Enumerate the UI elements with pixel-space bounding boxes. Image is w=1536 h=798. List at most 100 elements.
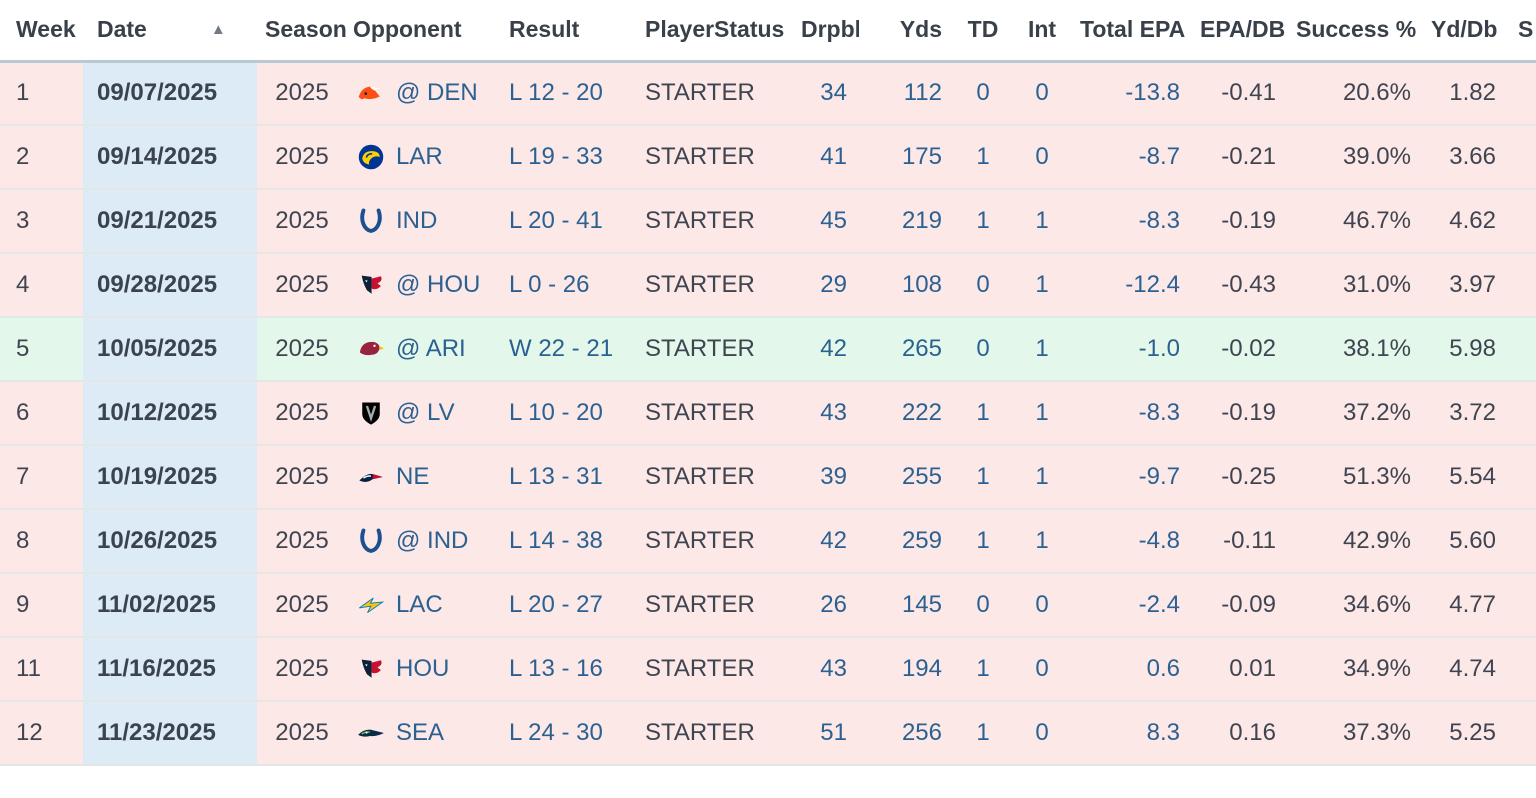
header-result[interactable]: Result (503, 0, 643, 63)
header-opponent[interactable]: Opponent (347, 0, 503, 63)
cell-total-epa[interactable]: 0.6 (1072, 636, 1192, 701)
cell-dropbacks[interactable]: 26 (793, 572, 859, 637)
dropbacks-value[interactable]: 34 (820, 79, 847, 107)
yards-value[interactable]: 265 (901, 335, 942, 362)
cell-yards[interactable]: 255 (859, 444, 954, 509)
header-date[interactable]: Date ▲ (83, 0, 257, 63)
opponent-link[interactable]: NE (396, 463, 430, 490)
cell-interceptions[interactable]: 0 (1012, 61, 1072, 125)
cell-total-epa[interactable]: -4.8 (1072, 508, 1192, 573)
opponent-link[interactable]: @ IND (396, 527, 469, 554)
touchdowns-value[interactable]: 1 (976, 719, 990, 746)
touchdowns-value[interactable]: 0 (976, 335, 990, 362)
total-epa-value[interactable]: -4.8 (1138, 527, 1180, 554)
opponent-link[interactable]: HOU (396, 655, 450, 682)
header-status[interactable]: PlayerStatus (643, 0, 793, 63)
interceptions-value[interactable]: 1 (1035, 463, 1049, 490)
cell-dropbacks[interactable]: 45 (793, 188, 859, 253)
cell-opponent[interactable]: LAR (347, 124, 503, 189)
cell-total-epa[interactable]: -8.3 (1072, 380, 1192, 445)
dropbacks-value[interactable]: 43 (820, 655, 847, 682)
touchdowns-value[interactable]: 1 (976, 143, 990, 170)
cell-interceptions[interactable]: 0 (1012, 572, 1072, 637)
cell-opponent[interactable]: IND (347, 188, 503, 253)
opponent-link[interactable]: @ LV (396, 399, 455, 426)
yards-value[interactable]: 112 (903, 79, 942, 107)
result-link[interactable]: L 13 - 16 (509, 655, 603, 682)
dropbacks-value[interactable]: 51 (820, 719, 847, 746)
cell-dropbacks[interactable]: 29 (793, 252, 859, 317)
dropbacks-value[interactable]: 42 (820, 527, 847, 554)
cell-result[interactable]: L 10 - 20 (503, 380, 643, 445)
yards-value[interactable]: 256 (901, 719, 942, 746)
interceptions-value[interactable]: 1 (1035, 207, 1049, 234)
interceptions-value[interactable]: 0 (1035, 143, 1049, 170)
yards-value[interactable]: 255 (901, 463, 942, 490)
opponent-link[interactable]: IND (396, 207, 438, 234)
touchdowns-value[interactable]: 1 (976, 463, 990, 490)
opponent-link[interactable]: @ HOU (396, 271, 481, 298)
result-link[interactable]: L 20 - 41 (509, 207, 603, 234)
cell-yards[interactable]: 256 (859, 700, 954, 766)
touchdowns-value[interactable]: 0 (976, 271, 990, 298)
cell-total-epa[interactable]: 8.3 (1072, 700, 1192, 766)
cell-result[interactable]: L 13 - 31 (503, 444, 643, 509)
cell-dropbacks[interactable]: 43 (793, 380, 859, 445)
total-epa-value[interactable]: -13.8 (1125, 79, 1180, 107)
interceptions-value[interactable]: 1 (1035, 271, 1049, 298)
total-epa-value[interactable]: 8.3 (1146, 719, 1180, 746)
cell-interceptions[interactable]: 1 (1012, 188, 1072, 253)
interceptions-value[interactable]: 1 (1035, 335, 1049, 362)
cell-total-epa[interactable]: -12.4 (1072, 252, 1192, 317)
cell-opponent[interactable]: HOU (347, 636, 503, 701)
cell-result[interactable]: L 0 - 26 (503, 252, 643, 317)
cell-opponent[interactable]: @ ARI (347, 316, 503, 381)
cell-yards[interactable]: 265 (859, 316, 954, 381)
cell-touchdowns[interactable]: 0 (954, 252, 1012, 317)
cell-total-epa[interactable]: -9.7 (1072, 444, 1192, 509)
dropbacks-value[interactable]: 29 (820, 271, 847, 298)
result-link[interactable]: L 14 - 38 (509, 527, 603, 554)
cell-total-epa[interactable]: -2.4 (1072, 572, 1192, 637)
opponent-link[interactable]: @ ARI (396, 335, 466, 362)
header-season[interactable]: Season (257, 0, 347, 63)
header-epa_db[interactable]: EPA/DB (1192, 0, 1288, 63)
cell-interceptions[interactable]: 1 (1012, 252, 1072, 317)
interceptions-value[interactable]: 1 (1035, 527, 1049, 554)
cell-yards[interactable]: 175 (859, 124, 954, 189)
cell-opponent[interactable]: SEA (347, 700, 503, 766)
result-link[interactable]: L 20 - 27 (509, 591, 603, 618)
cell-opponent[interactable]: @ LV (347, 380, 503, 445)
cell-total-epa[interactable]: -13.8 (1072, 61, 1192, 125)
cell-dropbacks[interactable]: 41 (793, 124, 859, 189)
cell-touchdowns[interactable]: 0 (954, 572, 1012, 637)
cell-opponent[interactable]: LAC (347, 572, 503, 637)
result-link[interactable]: L 19 - 33 (509, 143, 603, 170)
yards-value[interactable]: 259 (901, 527, 942, 554)
cell-total-epa[interactable]: -8.3 (1072, 188, 1192, 253)
cell-dropbacks[interactable]: 43 (793, 636, 859, 701)
touchdowns-value[interactable]: 1 (976, 399, 990, 426)
cell-interceptions[interactable]: 0 (1012, 636, 1072, 701)
result-link[interactable]: L 12 - 20 (509, 79, 603, 107)
cell-touchdowns[interactable]: 1 (954, 380, 1012, 445)
total-epa-value[interactable]: -8.3 (1138, 399, 1180, 426)
total-epa-value[interactable]: -8.7 (1138, 143, 1180, 170)
cell-yards[interactable]: 112 (859, 61, 954, 125)
cell-yards[interactable]: 145 (859, 572, 954, 637)
total-epa-value[interactable]: -1.0 (1138, 335, 1180, 362)
opponent-link[interactable]: SEA (396, 719, 445, 746)
yards-value[interactable]: 194 (901, 655, 942, 682)
cell-touchdowns[interactable]: 1 (954, 444, 1012, 509)
cell-opponent[interactable]: @ IND (347, 508, 503, 573)
interceptions-value[interactable]: 0 (1035, 79, 1049, 107)
dropbacks-value[interactable]: 26 (820, 591, 847, 618)
total-epa-value[interactable]: -9.7 (1138, 463, 1180, 490)
cell-touchdowns[interactable]: 0 (954, 316, 1012, 381)
cell-interceptions[interactable]: 0 (1012, 124, 1072, 189)
header-yds[interactable]: Yds (859, 0, 954, 63)
cell-dropbacks[interactable]: 39 (793, 444, 859, 509)
result-link[interactable]: W 22 - 21 (509, 335, 614, 362)
cell-touchdowns[interactable]: 1 (954, 700, 1012, 766)
result-link[interactable]: L 10 - 20 (509, 399, 603, 426)
